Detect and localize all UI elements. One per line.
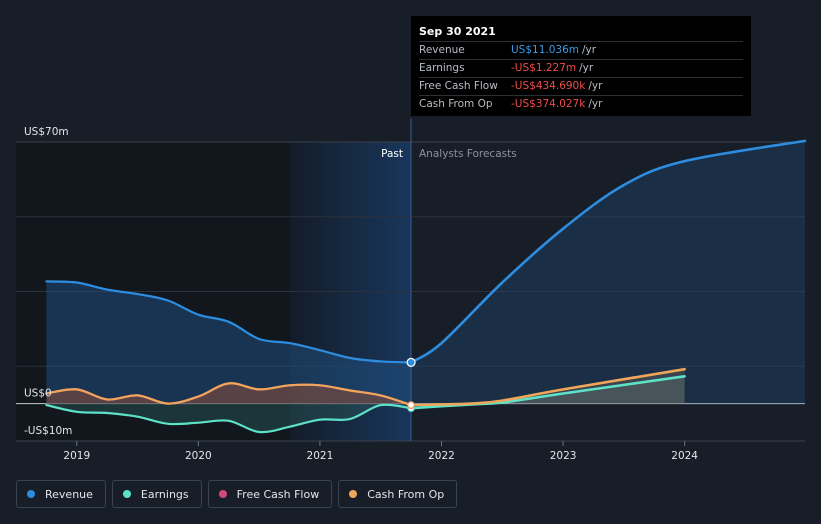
tooltip-row-revenue: Revenue US$11.036m /yr — [419, 41, 743, 59]
tooltip-row-cash-from-op: Cash From Op -US$374.027k /yr — [419, 95, 743, 113]
earnings-past-area — [46, 403, 412, 433]
revenue-current-point — [406, 357, 416, 367]
cash-from-op-forecast-area — [411, 369, 685, 405]
tooltip-label: Cash From Op — [419, 98, 493, 110]
legend-dot-icon — [218, 490, 227, 498]
legend-dot-icon — [122, 490, 131, 498]
y-tick-label: US$70m — [24, 126, 69, 138]
legend-item-cash-from-op[interactable]: Cash From Op — [338, 480, 458, 508]
tooltip-unit: /yr — [588, 98, 603, 110]
tooltip-unit: /yr — [582, 44, 597, 56]
x-tick-label: 2022 — [428, 450, 455, 462]
tooltip-value: US$11.036m — [511, 44, 579, 56]
forecast-label: Analysts Forecasts — [419, 148, 517, 160]
legend-item-revenue[interactable]: Revenue — [16, 480, 106, 508]
tooltip-label: Revenue — [419, 44, 465, 56]
revenue-past-area — [46, 281, 412, 404]
free-cash-flow-past-area — [46, 383, 412, 406]
earnings-forecast-area — [411, 376, 685, 409]
x-tick-label: 2021 — [307, 450, 334, 462]
tooltip-row-free-cash-flow: Free Cash Flow -US$434.690k /yr — [419, 77, 743, 95]
cash-from-op-past-area — [46, 383, 412, 405]
legend: Revenue Earnings Free Cash Flow Cash Fro… — [16, 480, 458, 508]
tooltip-row-earnings: Earnings -US$1.227m /yr — [419, 59, 743, 77]
past-label: Past — [381, 148, 403, 160]
x-tick-label: 2023 — [550, 450, 577, 462]
tooltip-label: Earnings — [419, 62, 465, 74]
legend-item-earnings[interactable]: Earnings — [111, 480, 202, 508]
tooltip-date: Sep 30 2021 — [419, 25, 496, 38]
revenue-forecast-area — [411, 140, 805, 404]
cash-from-op-past-line — [45, 382, 413, 407]
earnings-forecast-line — [409, 375, 686, 410]
revenue-past-line — [45, 280, 413, 364]
tooltip: Sep 30 2021 Revenue US$11.036m /yr Earni… — [411, 16, 751, 116]
tooltip-value: -US$1.227m — [511, 62, 577, 74]
legend-dot-icon — [27, 490, 35, 498]
tooltip-unit: /yr — [579, 62, 594, 74]
legend-label: Revenue — [45, 487, 93, 501]
x-tick-label: 2020 — [185, 450, 212, 462]
legend-item-free-cash-flow[interactable]: Free Cash Flow — [207, 480, 333, 508]
cash-from-op-forecast-line — [409, 367, 686, 407]
y-tick-label: US$0 — [24, 388, 52, 400]
earnings-past-line — [45, 403, 413, 434]
legend-label: Cash From Op — [367, 487, 445, 501]
legend-dot-icon — [349, 490, 358, 498]
cash-from-op-current-point — [407, 401, 415, 409]
legend-label: Free Cash Flow — [236, 487, 320, 501]
tooltip-value: -US$434.690k — [511, 80, 586, 92]
tooltip-label: Free Cash Flow — [419, 80, 498, 92]
tooltip-value: -US$374.027k — [511, 98, 586, 110]
revenue-forecast-line — [409, 139, 807, 364]
y-tick-label: -US$10m — [24, 425, 72, 437]
x-tick-label: 2024 — [671, 450, 698, 462]
legend-label: Earnings — [140, 487, 189, 501]
x-tick-label: 2019 — [63, 450, 90, 462]
tooltip-unit: /yr — [588, 80, 603, 92]
